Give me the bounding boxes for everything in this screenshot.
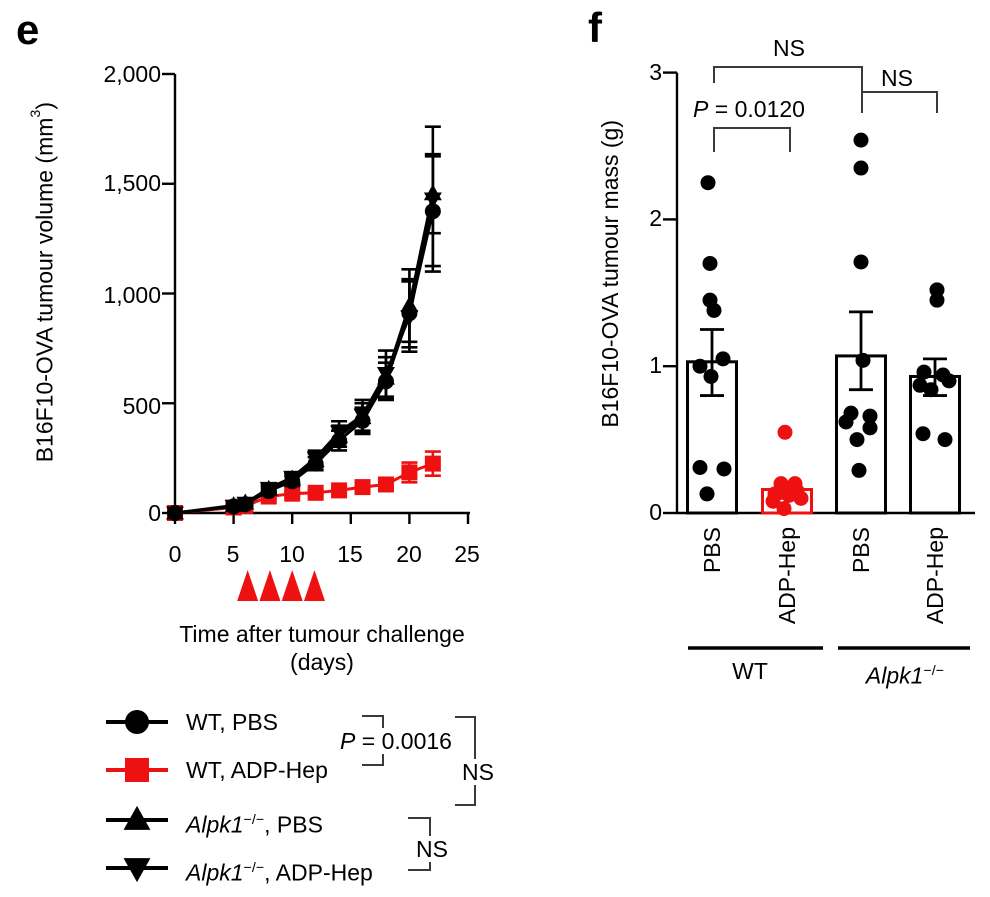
- panel-f-points: [692, 132, 957, 517]
- panel-e-p-value: P = 0.0016: [329, 728, 463, 754]
- panel-e-x-axis-title-line1: Time after tumour challenge: [179, 621, 465, 647]
- panel-e-letter: e: [16, 6, 40, 53]
- panel-f-collabel-1: PBS: [699, 527, 725, 574]
- panel-e-y-axis-title: B16F10-OVA tumour volume (mm3): [28, 102, 58, 463]
- panel-e-xtick-25: 25: [454, 541, 480, 567]
- panel-f-collabel-3: PBS: [848, 527, 874, 574]
- panel-e-x-axis-title-line2: (days): [290, 649, 354, 675]
- panel-f-ytick-3: 3: [649, 59, 662, 85]
- panel-f-ns-right: NS: [881, 65, 913, 91]
- panel-f-ytick-2: 2: [649, 205, 662, 231]
- panel-f-letter: f: [588, 4, 602, 51]
- panel-e-treatment-arrows: [237, 570, 325, 601]
- panel-f-group-wt: WT: [732, 658, 768, 684]
- panel-e-ytick-1000: 1,000: [103, 282, 161, 308]
- panel-f-ytick-0: 0: [649, 499, 662, 525]
- panel-e-xtick-0: 0: [168, 541, 182, 567]
- panel-e-xtick-15: 15: [337, 541, 363, 567]
- panel-f-p-value: P = 0.0120: [693, 96, 805, 122]
- panel-e-ytick-2000: 2,000: [103, 61, 161, 87]
- panel-e-series-alpk1-adp-hep: [166, 125, 442, 523]
- panel-e-xtick-10: 10: [279, 541, 305, 567]
- panel-e-ns-outer: NS: [452, 759, 504, 785]
- legend-label-alpk1-pbs: Alpk1−/−, PBS: [186, 811, 323, 838]
- panel-e-xtick-20: 20: [396, 541, 422, 567]
- panel-e-legend-markers: [106, 710, 168, 883]
- legend-label-alpk1-adp-hep: Alpk1−/−, ADP-Hep: [186, 859, 373, 886]
- panel-f-collabel-2: ADP-Hep: [774, 527, 800, 625]
- legend-label-wt-adp-hep: WT, ADP-Hep: [186, 757, 328, 783]
- panel-e-xtick-5: 5: [226, 541, 240, 567]
- legend-label-wt-pbs: WT, PBS: [186, 709, 279, 735]
- panel-f-group-alpk1: Alpk1−/−: [865, 662, 945, 689]
- panel-e-ytick-500: 500: [122, 393, 161, 419]
- panel-e-ns-inner: NS: [406, 836, 458, 862]
- panel-e-series-wt-pbs: [167, 155, 441, 521]
- panel-e-ytick-0: 0: [148, 500, 161, 526]
- panel-e-ytick-1500: 1,500: [103, 170, 161, 196]
- panel-f-ytick-1: 1: [649, 352, 662, 378]
- panel-f-y-axis-title: B16F10-OVA tumour mass (g): [597, 120, 623, 428]
- panel-f-ns-wide: NS: [773, 35, 805, 61]
- panel-f-collabel-4: ADP-Hep: [922, 527, 948, 625]
